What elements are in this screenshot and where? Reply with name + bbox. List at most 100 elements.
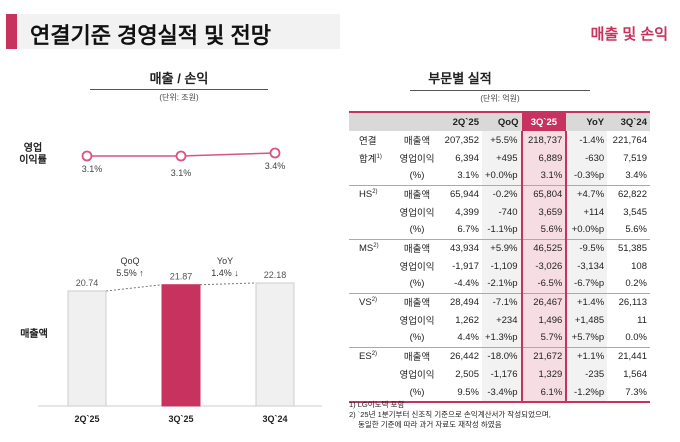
segment-label-2: 합계 (359, 154, 377, 165)
category-label: 3Q`24 (262, 414, 287, 424)
cell-3q25: 5.6% (520, 221, 568, 239)
cell-2q25: -4.4% (454, 278, 479, 290)
table-row: MS2) 매출액 43,934 +5.9% 46,525 -9.5% 51,385 (349, 238, 650, 257)
title-accent (6, 14, 17, 49)
cell-3q24: 3.4% (625, 170, 647, 182)
col-2q25: 2Q`25 (441, 113, 482, 131)
row-item: (%) (409, 386, 425, 398)
cell-3q24: 62,822 (607, 184, 650, 203)
segment-label: HS (359, 188, 373, 200)
cell-3q24: 7,519 (623, 152, 647, 164)
cell-qoq: +234 (482, 311, 522, 329)
cell-yoy: -235 (566, 365, 608, 383)
row-item: 영업이익 (399, 370, 435, 381)
cell-3q25: 5.7% (520, 329, 568, 347)
row-item: 매출액 (392, 238, 442, 257)
cell-2q25: -1,917 (452, 260, 479, 272)
segment-name: 연결 (349, 131, 392, 149)
left-section-title: 매출 / 손익 (149, 71, 209, 86)
cell-3q25: -3,026 (520, 257, 568, 275)
footnote-1: 1) LG이노텍 포함 (349, 400, 405, 409)
row-item: (%) (409, 170, 425, 182)
cell-yoy: +4.7% (566, 184, 608, 203)
margin-value-label: 3.1% (171, 168, 192, 178)
segment-name: MS2) (349, 238, 393, 257)
cell-2q25: 207,352 (444, 134, 479, 146)
cell-yoy: +1,485 (566, 311, 608, 329)
page-title: 연결기준 경영실적 및 전망 (30, 23, 271, 48)
unit-label: (단위: 억원) (480, 94, 520, 103)
cell-2q25: 28,494 (441, 292, 482, 311)
cell-3q24: 51,385 (607, 238, 650, 257)
segment-name (349, 257, 392, 275)
row-item: 영업이익 (399, 262, 435, 273)
cell-3q24: 26,113 (607, 292, 650, 311)
cell-qoq: +0.0%p (482, 167, 522, 185)
cell-qoq: -1,176 (482, 365, 522, 383)
cell-yoy: +1.1% (566, 346, 608, 365)
cell-3q24: 108 (631, 260, 647, 272)
segment-name (349, 221, 392, 239)
row-item: 영업이익 (399, 154, 435, 165)
cell-3q24: 3,545 (623, 206, 647, 218)
cell-3q25: 218,737 (520, 131, 568, 149)
table-row: HS2) 매출액 65,944 -0.2% 65,804 +4.7% 62,822 (349, 184, 650, 203)
cell-2q25: 43,934 (441, 238, 482, 257)
sales-value-label: 21.87 (170, 272, 193, 282)
segment-table-wrap: 2Q`25 QoQ 3Q`25 YoY 3Q`24 연결 매출액 207,352 +5… (349, 111, 650, 403)
segment-name: ES2) (349, 346, 393, 365)
segment-name (349, 365, 392, 383)
cell-3q25: 1,329 (520, 365, 568, 383)
cell-yoy: +114 (566, 203, 608, 221)
cell-3q25: 3.1% (520, 167, 568, 185)
cell-qoq: +1.3%p (482, 329, 522, 347)
cell-qoq: +5.9% (482, 238, 522, 257)
sales-label: 매출액 (20, 329, 48, 340)
row-item: 매출액 (392, 346, 442, 365)
segment-name (349, 275, 392, 293)
table-row: (%) 3.1% +0.0%p 3.1% -0.3%p 3.4% (349, 167, 650, 185)
qoq-value: 5.5% ↑ (116, 268, 144, 278)
cell-qoq: -1,109 (482, 257, 522, 275)
cell-qoq: +495 (482, 149, 522, 167)
row-item: (%) (409, 332, 425, 344)
table-row: (%) 4.4% +1.3%p 5.7% +5.7%p 0.0% (349, 329, 650, 347)
margin-point (175, 150, 187, 162)
yoy-connector (199, 282, 257, 286)
cell-2q25: 2,505 (455, 368, 479, 380)
cell-3q24: 5.6% (625, 224, 647, 236)
cell-3q24: 0.0% (625, 332, 647, 344)
cell-3q25: 46,525 (520, 238, 568, 257)
cell-3q25: 26,467 (520, 292, 568, 311)
cell-3q25: 3,659 (520, 203, 568, 221)
footnote-ref: 2) (372, 188, 378, 195)
row-item: 영업이익 (399, 208, 435, 219)
margin-value-label: 3.4% (265, 161, 286, 171)
yoy-value: 1.4% ↓ (211, 268, 239, 278)
segment-table: 2Q`25 QoQ 3Q`25 YoY 3Q`24 연결 매출액 207,352 +5… (349, 113, 650, 401)
table-row: 영업이익 4,399 -740 3,659 +114 3,545 (349, 203, 650, 221)
cell-3q24: 7.3% (625, 386, 647, 398)
cell-3q24: 221,764 (612, 134, 647, 146)
cell-3q24: 11 (637, 314, 647, 326)
table-row: 합계1) 영업이익 6,394 +495 6,889 -630 7,519 (349, 149, 650, 167)
sales-value-label: 20.74 (76, 278, 99, 288)
table-row: ES2) 매출액 26,442 -18.0% 21,672 +1.1% 21,441 (349, 346, 650, 365)
category-label: 3Q`25 (168, 414, 193, 424)
table-header: 2Q`25 QoQ 3Q`25 YoY 3Q`24 (349, 113, 650, 131)
footnotes: 1) LG이노텍 포함 2) `25년 1분기부터 신조직 기준으로 손익계산서… (349, 400, 551, 430)
cell-3q25: 6,889 (520, 149, 568, 167)
margin-label-line2: 이익률 (19, 155, 47, 166)
table-row: 영업이익 -1,917 -1,109 -3,026 -3,134 108 (349, 257, 650, 275)
segment-name: 합계1) (349, 149, 392, 167)
cell-3q25: -6.5% (520, 275, 568, 293)
cell-2q25: 9.5% (457, 386, 479, 398)
cell-2q25: 4.4% (457, 332, 479, 344)
segment-name (349, 203, 392, 221)
cell-qoq: +5.5% (482, 131, 522, 149)
table-row: 영업이익 1,262 +234 1,496 +1,485 11 (349, 311, 650, 329)
col-yoy: YoY (566, 113, 608, 131)
segment-name (349, 311, 392, 329)
segment-label: ES (359, 350, 372, 362)
table-row: 연결 매출액 207,352 +5.5% 218,737 -1.4% 221,764 (349, 131, 650, 149)
